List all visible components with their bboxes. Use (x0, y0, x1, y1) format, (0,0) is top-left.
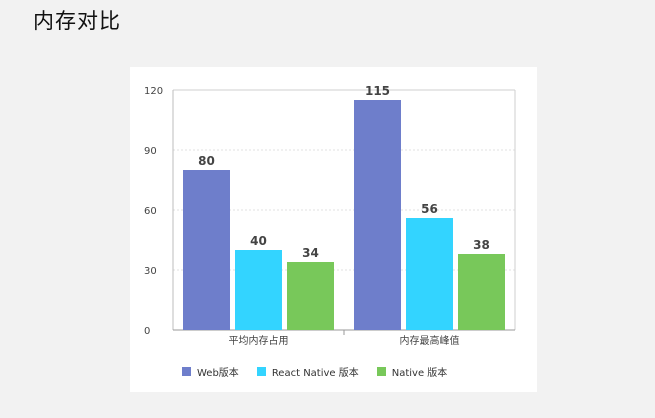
bar-1-1 (406, 218, 453, 330)
data-label-1-1: 56 (421, 202, 438, 216)
y-tick-label-0: 0 (144, 326, 150, 337)
y-tick-label-4: 120 (144, 86, 163, 97)
x-category-label-0: 平均内存占用 (229, 334, 289, 347)
data-label-1-2: 38 (473, 238, 490, 252)
page-title: 内存对比 (33, 9, 121, 33)
data-label-0-2: 34 (302, 246, 319, 260)
memory-bar-chart: 0 30 60 90 120 80 40 34 平均内存占用 115 56 38 内存最高峰值 (144, 84, 516, 347)
y-tick-label-1: 30 (144, 266, 157, 277)
bar-0-0 (183, 170, 230, 330)
legend-swatch-native (376, 367, 386, 376)
y-tick-label-3: 90 (144, 146, 157, 157)
legend-item-web: Web版本 (182, 364, 239, 379)
legend-item-react-native: React Native 版本 (256, 364, 359, 379)
legend-item-native: Native 版本 (376, 364, 448, 379)
bar-0-1 (235, 250, 282, 330)
chart-card: 0 30 60 90 120 80 40 34 平均内存占用 115 56 38 内存最高峰值 Web版… (130, 67, 537, 392)
y-tick-label-2: 60 (144, 206, 157, 217)
bar-0-2 (287, 262, 334, 330)
data-label-0-1: 40 (250, 234, 267, 248)
data-label-0-0: 80 (198, 154, 215, 168)
bar-1-2 (458, 254, 505, 330)
legend-label-react-native: React Native 版本 (271, 368, 359, 379)
x-category-label-1: 内存最高峰值 (400, 334, 460, 347)
data-label-1-0: 115 (365, 84, 390, 98)
legend-swatch-react-native (256, 367, 266, 376)
bar-1-0 (354, 100, 401, 330)
legend-swatch-web (182, 367, 191, 376)
legend-label-native: Native 版本 (391, 368, 448, 379)
legend-label-web: Web版本 (197, 368, 239, 379)
chart-legend: Web版本 React Native 版本 Native 版本 (182, 364, 447, 379)
